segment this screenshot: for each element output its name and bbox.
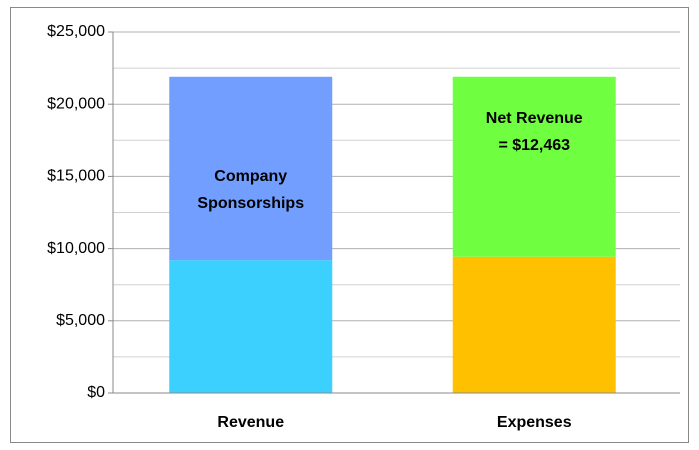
y-tick-label: $25,000: [47, 23, 105, 40]
y-tick-label: $0: [87, 384, 105, 401]
y-tick-label: $10,000: [47, 240, 105, 257]
x-tick-label: Revenue: [217, 414, 284, 431]
x-tick-label: Expenses: [497, 414, 572, 431]
y-tick-label: $5,000: [56, 312, 105, 329]
segment-label: Net Revenue: [486, 110, 583, 127]
bar-segment: [169, 76, 333, 261]
bar-segment: [452, 256, 616, 393]
segment-label: Company: [214, 168, 287, 185]
segment-label: = $12,463: [498, 137, 570, 154]
y-tick-label: $15,000: [47, 168, 105, 185]
bar-segment: [452, 76, 616, 257]
y-tick-label: $20,000: [47, 95, 105, 112]
segment-label: Sponsorships: [197, 195, 304, 212]
bar-segment: [169, 260, 333, 393]
